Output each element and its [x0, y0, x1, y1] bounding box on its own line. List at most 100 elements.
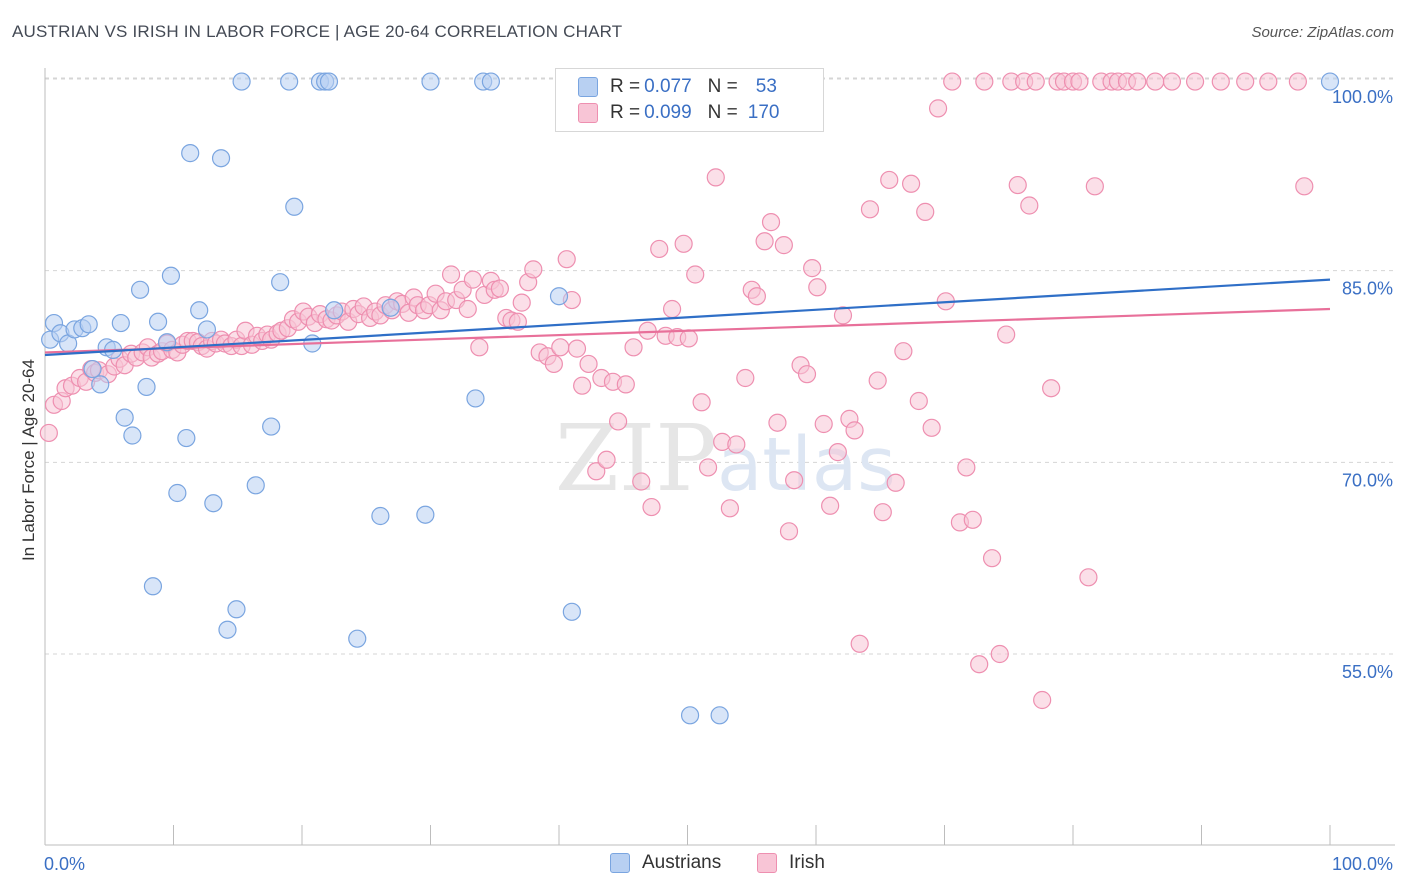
r-key: R = [610, 76, 641, 97]
austrians-point-14 [130, 280, 150, 299]
x-tick-label-min: 0.0% [44, 854, 85, 874]
austrians-point-24 [197, 320, 217, 339]
irish-point-98 [573, 376, 592, 395]
irish-point-184 [1185, 72, 1205, 91]
irish-point-170 [1042, 379, 1061, 398]
irish-point-163 [997, 325, 1016, 344]
irish-point-97 [567, 339, 587, 358]
irish-point-90 [524, 260, 543, 279]
austrians-point-23 [190, 301, 209, 320]
irish-swatch [578, 103, 598, 123]
irish-point-112 [662, 299, 682, 319]
irish-point-182 [1146, 72, 1165, 91]
irish-point-0 [39, 423, 58, 443]
tick-labels: 55.0% 70.0% 85.0% 100.0% 0.0% 100.0% [44, 87, 1393, 874]
trend-lines [44, 278, 1331, 357]
n-key: N = [707, 76, 738, 97]
irish-point-189 [1295, 177, 1314, 196]
irish-point-183 [1162, 72, 1182, 91]
irish-point-148 [894, 342, 913, 361]
irish-legend-swatch [757, 853, 777, 873]
irish-point-80 [470, 338, 489, 357]
irish-point-136 [814, 414, 833, 434]
austrians-point-6 [79, 315, 98, 334]
watermark-zip: ZIP [555, 405, 717, 512]
irish-point-110 [650, 239, 669, 259]
irish-point-128 [768, 413, 787, 432]
austrians-point-52 [1320, 72, 1340, 91]
n-key: N = [707, 102, 738, 123]
series-legend: Austrians Irish [0, 850, 1406, 880]
irish-point-138 [828, 443, 847, 462]
austrians-point-20 [168, 483, 187, 503]
irish-point-133 [797, 365, 817, 384]
irish-point-181 [1128, 72, 1147, 91]
austrians-point-49 [562, 602, 581, 621]
austrians-point-41 [371, 506, 390, 526]
legend-label-austrians: Austrians [642, 852, 722, 873]
irish-point-130 [779, 522, 799, 541]
watermark-atlas: atlas [717, 422, 896, 508]
austrians-point-22 [181, 144, 200, 163]
irish-point-153 [928, 99, 948, 118]
irish-point-186 [1236, 72, 1255, 91]
austrians-point-40 [348, 629, 367, 648]
austrians-legend-swatch [610, 853, 630, 873]
irish-point-78 [458, 299, 477, 319]
austrians-point-16 [143, 577, 163, 596]
irish-point-152 [922, 418, 941, 437]
irish-point-119 [706, 168, 725, 187]
irish-point-174 [1070, 72, 1089, 91]
irish-point-100 [587, 462, 606, 481]
irish-point-139 [833, 306, 853, 325]
austrians-point-30 [246, 476, 265, 495]
legend-label-irish: Irish [789, 852, 825, 873]
series-irish [39, 72, 1314, 710]
irish-point-151 [916, 202, 935, 221]
austrians-point-18 [157, 333, 177, 352]
irish-point-141 [845, 421, 864, 440]
irish-point-118 [698, 458, 718, 477]
austrians-swatch [578, 77, 598, 97]
irish-point-95 [557, 250, 576, 269]
series-austrians [41, 72, 1340, 725]
y-axis-label: In Labor Force | Age 20-64 [19, 359, 38, 561]
irish-point-131 [785, 471, 804, 490]
irish-point-158 [963, 510, 982, 529]
r-value: 0.077 [644, 76, 692, 97]
axes [44, 68, 1395, 846]
austrians-point-47 [481, 72, 500, 91]
irish-point-94 [551, 338, 570, 357]
irish-point-146 [880, 170, 899, 190]
austrians-point-11 [111, 313, 130, 333]
austrians-point-44 [421, 72, 440, 91]
legend-item-austrians[interactable]: Austrians [610, 852, 721, 874]
irish-point-155 [943, 72, 962, 91]
y-tick-label-100: 100.0% [1332, 87, 1393, 107]
austrians-point-33 [280, 72, 299, 91]
irish-point-84 [490, 279, 509, 298]
stats-row-austrians: R = 0.077 N = 53 [578, 74, 777, 100]
source-credit: Source: ZipAtlas.com [1251, 24, 1394, 41]
austrians-point-45 [466, 389, 485, 408]
austrians-point-12 [115, 408, 134, 427]
irish-point-123 [736, 368, 755, 388]
irish-point-106 [624, 338, 643, 357]
irish-point-134 [803, 259, 822, 278]
austrians-point-19 [161, 266, 181, 285]
irish-point-125 [747, 287, 766, 306]
irish-point-161 [982, 549, 1002, 568]
y-tick-label-55: 55.0% [1342, 662, 1393, 682]
irish-point-116 [686, 265, 705, 284]
r-value: 0.099 [644, 102, 692, 123]
irish-point-157 [957, 458, 976, 477]
irish-point-176 [1085, 177, 1104, 196]
legend-item-irish[interactable]: Irish [757, 852, 825, 874]
austrians-point-34 [285, 197, 304, 216]
irish-point-114 [674, 234, 693, 253]
grid-lines [45, 77, 1395, 655]
irish-point-175 [1079, 568, 1098, 587]
irish-point-107 [632, 472, 651, 491]
irish-point-160 [975, 72, 994, 91]
chart-title: AUSTRIAN VS IRISH IN LABOR FORCE | AGE 2… [12, 22, 623, 41]
